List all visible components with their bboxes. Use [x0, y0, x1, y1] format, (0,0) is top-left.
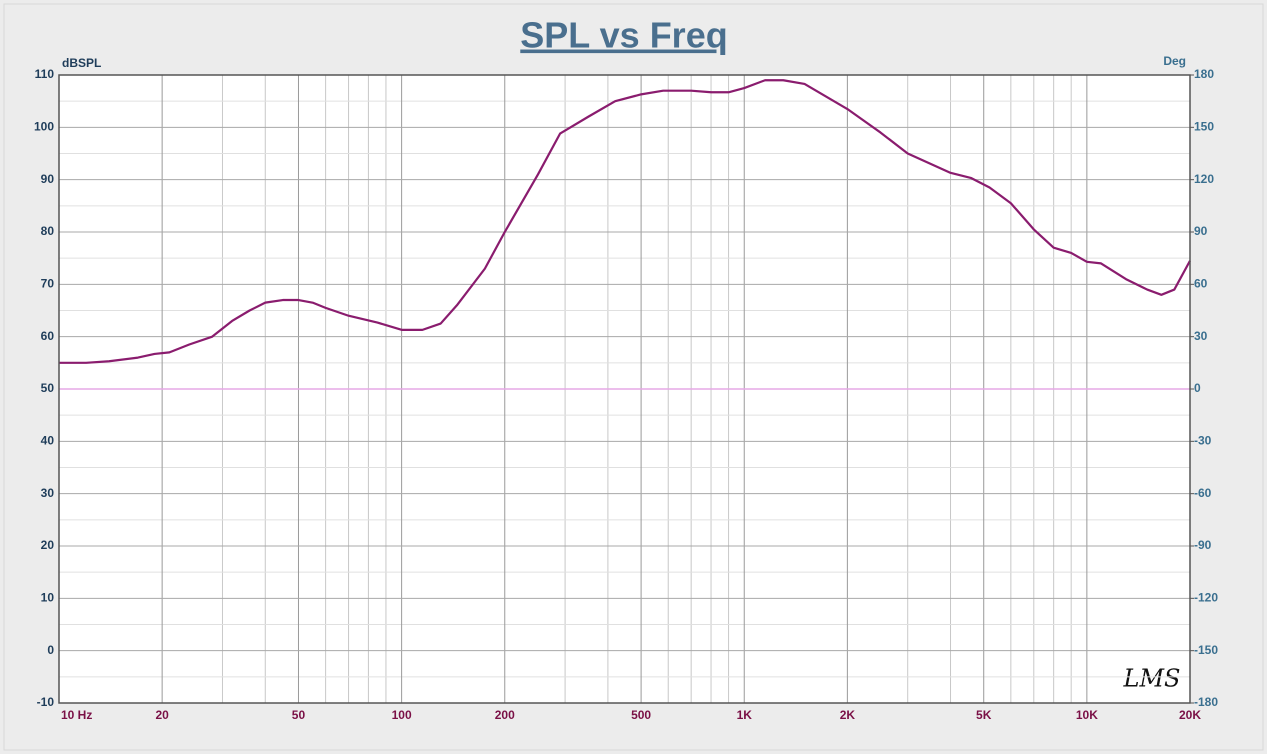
y2-tick-label: -90 — [1194, 538, 1212, 552]
y-tick-label: 40 — [41, 434, 55, 448]
x-tick-label: 5K — [976, 708, 992, 722]
y2-tick-label: -150 — [1194, 643, 1218, 657]
y2-tick-label: 0 — [1194, 381, 1201, 395]
x-tick-label: 50 — [292, 708, 306, 722]
y-tick-label: -10 — [37, 695, 55, 709]
x-tick-label: 10K — [1076, 708, 1098, 722]
y2-tick-label: 120 — [1194, 172, 1214, 186]
chart-title: SPL vs Freq — [520, 15, 727, 56]
y-tick-label: 60 — [41, 329, 55, 343]
y-tick-label: 50 — [41, 381, 55, 395]
y-tick-label: 100 — [34, 120, 54, 134]
y-tick-label: 110 — [35, 67, 55, 81]
y-axis-label: dBSPL — [62, 56, 101, 70]
x-tick-label: 200 — [495, 708, 515, 722]
y2-tick-label: 180 — [1194, 67, 1214, 81]
y2-tick-label: -60 — [1194, 486, 1212, 500]
series-line — [59, 79, 1191, 364]
x-tick-label: 20 — [155, 708, 169, 722]
y2-tick-label: 30 — [1194, 329, 1208, 343]
y2-axis-label: Deg — [1163, 54, 1186, 68]
y-tick-label: 30 — [41, 486, 55, 500]
x-tick-label: 20K — [1179, 708, 1201, 722]
y2-tick-label: -120 — [1194, 591, 1218, 605]
y2-tick-label: -30 — [1194, 434, 1212, 448]
y2-tick-label: -180 — [1194, 695, 1218, 709]
x-tick-label: 1K — [737, 708, 753, 722]
y-tick-label: 20 — [41, 538, 55, 552]
y2-tick-label: 60 — [1194, 277, 1208, 291]
x-tick-label: 10 Hz — [61, 708, 92, 722]
annotation: LMS — [1123, 665, 1181, 693]
x-tick-label: 2K — [840, 708, 856, 722]
y-tick-label: 70 — [41, 277, 55, 291]
y2-tick-label: 90 — [1194, 224, 1208, 238]
y-tick-label: 80 — [41, 224, 55, 238]
x-tick-label: 100 — [392, 708, 412, 722]
y-tick-label: 90 — [41, 172, 55, 186]
x-tick-label: 500 — [631, 708, 651, 722]
y-tick-label: 0 — [47, 643, 54, 657]
y2-tick-label: 150 — [1194, 120, 1214, 134]
marks — [59, 79, 1191, 390]
y-tick-label: 10 — [41, 591, 55, 605]
